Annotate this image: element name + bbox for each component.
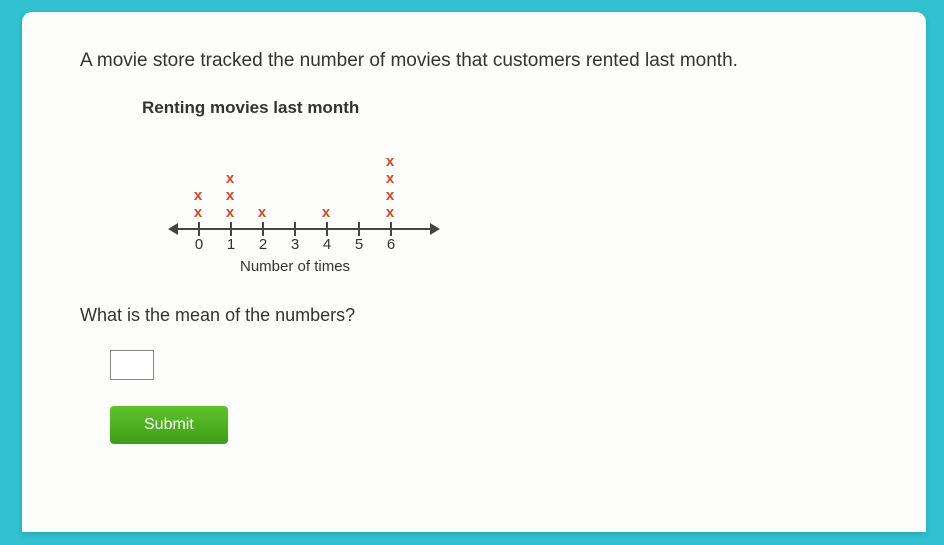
question-text: What is the mean of the numbers? bbox=[80, 305, 880, 326]
submit-button[interactable]: Submit bbox=[110, 406, 228, 444]
axis-tick-label: 2 bbox=[259, 236, 267, 253]
axis-tick-label: 1 bbox=[227, 236, 235, 253]
problem-intro: A movie store tracked the number of movi… bbox=[80, 50, 880, 72]
x-mark-icon: x bbox=[386, 188, 394, 203]
axis-tick bbox=[262, 222, 264, 236]
axis-title: Number of times bbox=[240, 258, 880, 275]
plot-column: x bbox=[316, 205, 336, 222]
plot-column: xx bbox=[188, 188, 208, 222]
x-mark-icon: x bbox=[258, 205, 266, 220]
axis-tick-label: 0 bbox=[195, 236, 203, 253]
number-line-axis: 0 1 2 3 4 5 6 bbox=[170, 222, 440, 254]
x-mark-icon: x bbox=[226, 171, 234, 186]
x-mark-icon: x bbox=[322, 205, 330, 220]
axis-tick bbox=[230, 222, 232, 236]
x-mark-icon: x bbox=[386, 205, 394, 220]
plot-column: xxx bbox=[220, 171, 240, 222]
axis-tick-label: 4 bbox=[323, 236, 331, 253]
plot-area: xxxxxxxxxxx bbox=[170, 130, 440, 222]
axis-tick-label: 5 bbox=[355, 236, 363, 253]
axis-tick bbox=[390, 222, 392, 236]
question-card: A movie store tracked the number of movi… bbox=[22, 12, 926, 532]
answer-input[interactable] bbox=[110, 350, 154, 380]
app-frame: A movie store tracked the number of movi… bbox=[0, 0, 944, 545]
x-mark-icon: x bbox=[386, 171, 394, 186]
axis-tick bbox=[198, 222, 200, 236]
axis-tick bbox=[358, 222, 360, 236]
x-mark-icon: x bbox=[386, 154, 394, 169]
x-mark-icon: x bbox=[226, 188, 234, 203]
chart-title: Renting movies last month bbox=[142, 98, 880, 118]
axis-line bbox=[174, 228, 434, 230]
dot-plot: xxxxxxxxxxx 0123456 Number of times bbox=[170, 130, 880, 275]
axis-tick-label: 6 bbox=[387, 236, 395, 253]
x-mark-icon: x bbox=[226, 205, 234, 220]
axis-tick-label: 3 bbox=[291, 236, 299, 253]
x-mark-icon: x bbox=[194, 188, 202, 203]
x-mark-icon: x bbox=[194, 205, 202, 220]
axis-tick bbox=[326, 222, 328, 236]
plot-column: xxxx bbox=[380, 154, 400, 222]
arrow-right-icon bbox=[430, 223, 440, 235]
plot-column: x bbox=[252, 205, 272, 222]
axis-tick bbox=[294, 222, 296, 236]
